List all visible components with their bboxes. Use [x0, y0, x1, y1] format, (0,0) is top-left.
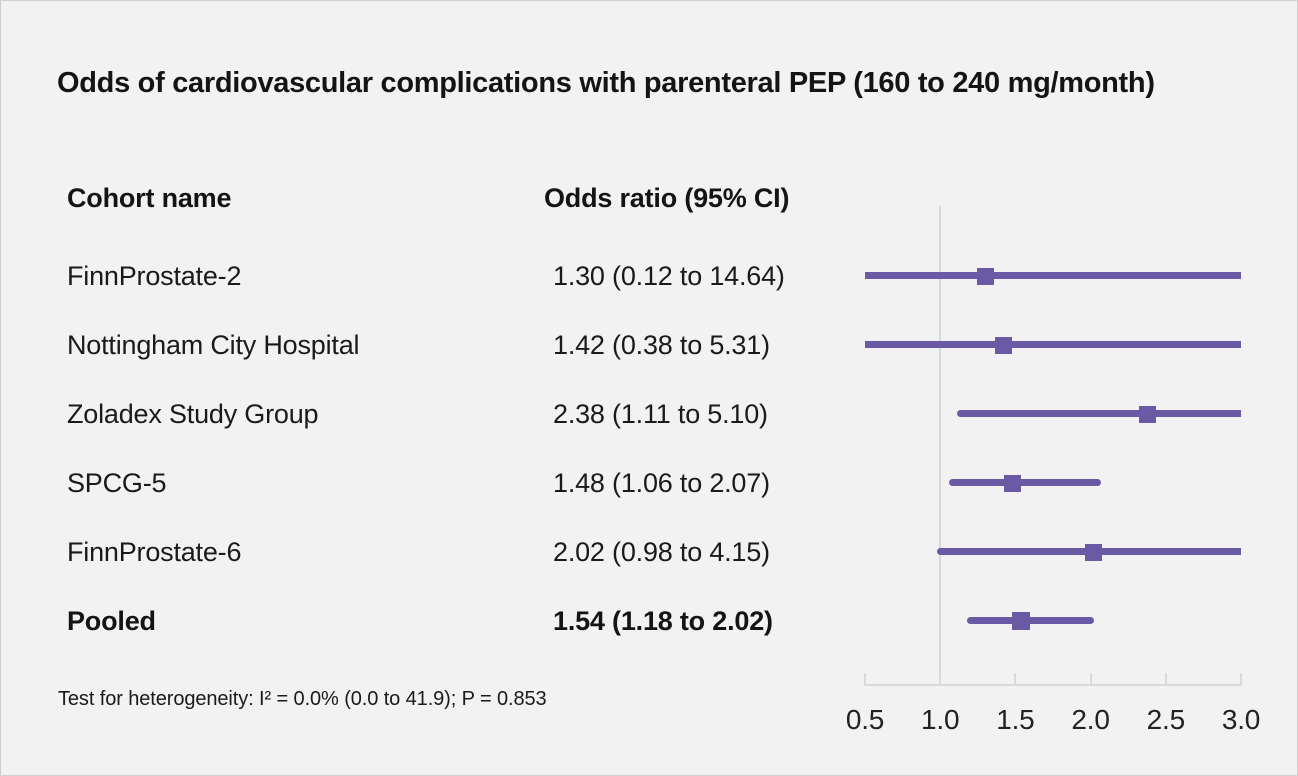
ci-line [956, 410, 1241, 417]
axis-tick-label: 3.0 [1221, 704, 1261, 735]
chart-title: Odds of cardiovascular complications wit… [57, 67, 1155, 99]
axis-tick [939, 673, 942, 684]
cohort-label: Zoladex Study Group [67, 399, 319, 429]
point-estimate-marker [1085, 544, 1102, 561]
ci-line [865, 272, 1241, 279]
axis-tick [1014, 673, 1017, 684]
axis-tick-label: 1.0 [921, 704, 960, 735]
cohort-label: FinnProstate-6 [67, 537, 242, 567]
axis-tick-label: 0.5 [845, 704, 885, 735]
cohort-label: Nottingham City Hospital [67, 330, 360, 360]
odds-ratio-value: 1.48 (1.06 to 2.07) [553, 468, 770, 498]
axis-tick-label: 1.5 [996, 704, 1035, 735]
axis-tick-label: 2.0 [1071, 704, 1110, 735]
axis-tick [1089, 673, 1092, 684]
ci-line [967, 617, 1094, 624]
axis-tick-label: 2.5 [1146, 704, 1186, 735]
odds-ratio-value: 1.30 (0.12 to 14.64) [553, 261, 785, 291]
ci-line [949, 479, 1102, 486]
heterogeneity-footnote: Test for heterogeneity: I² = 0.0% (0.0 t… [58, 688, 547, 710]
odds-ratio-value: 2.02 (0.98 to 4.15) [553, 537, 770, 567]
x-axis-line [864, 684, 1242, 686]
ci-line [865, 341, 1241, 348]
odds-ratio-value: 1.42 (0.38 to 5.31) [553, 330, 770, 360]
odds-ratio-value: 2.38 (1.11 to 5.10) [553, 399, 768, 429]
axis-tick [1240, 673, 1242, 684]
point-estimate-marker [1012, 612, 1030, 630]
axis-tick [1164, 673, 1167, 684]
cohort-label: Pooled [67, 606, 156, 636]
reference-line [939, 206, 942, 685]
point-estimate-marker [1004, 475, 1021, 492]
cohort-label: FinnProstate-2 [67, 261, 242, 291]
point-estimate-marker [995, 337, 1012, 354]
column-header-cohort: Cohort name [67, 183, 232, 213]
column-header-odds-ratio: Odds ratio (95% CI) [544, 183, 790, 213]
odds-ratio-value: 1.54 (1.18 to 2.02) [553, 606, 773, 636]
point-estimate-marker [1139, 406, 1156, 423]
point-estimate-marker [977, 268, 994, 285]
cohort-label: SPCG-5 [67, 468, 167, 498]
axis-tick [864, 673, 866, 684]
